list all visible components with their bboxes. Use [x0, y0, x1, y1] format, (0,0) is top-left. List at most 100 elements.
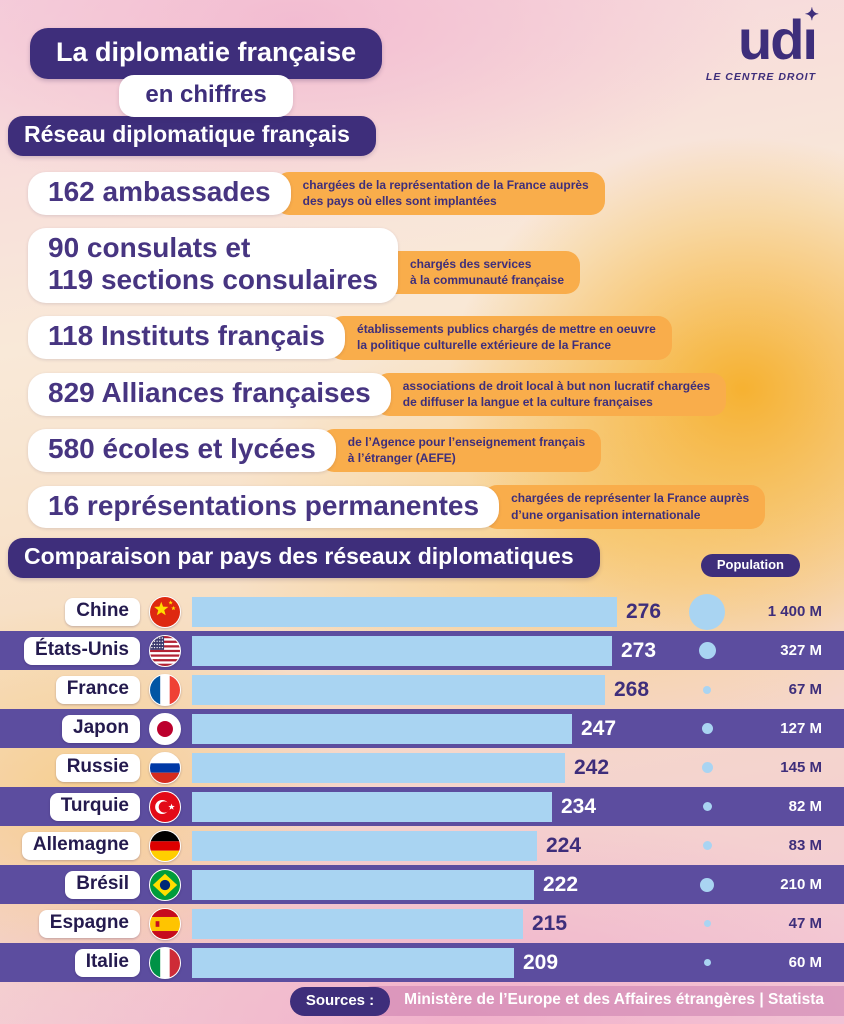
country-label-col: Italie [0, 948, 140, 977]
bar-track: 209 [192, 947, 617, 978]
stat-row: 16 représentations permanentes chargées d… [28, 485, 766, 529]
stat-text: 162 ambassades [48, 176, 271, 208]
sources-label: Sources : [289, 986, 391, 1016]
flag-de-icon [149, 829, 181, 862]
population-bubble [703, 920, 711, 927]
chart-row: Allemagne 224 83 M [0, 826, 844, 865]
country-label-col: Chine [0, 597, 140, 626]
comparison-section-title: Comparaison par pays des réseaux diploma… [8, 538, 600, 578]
stat-description-pill: chargées de représenter la France auprès… [483, 485, 766, 529]
population-bubble-col [662, 802, 752, 811]
stat-description-text: établissements publics chargés de mettre… [357, 322, 656, 337]
flag-es-icon [149, 907, 181, 940]
population-bubble [702, 841, 712, 850]
stat-description-text: d’une organisation internationale [511, 507, 701, 522]
country-pill: Chine [65, 597, 140, 626]
stat-text: 119 sections consulaires [48, 264, 378, 296]
population-bubble [701, 762, 713, 773]
country-label-col: Espagne [0, 909, 140, 938]
chart-row: Russie 242 145 M [0, 748, 844, 787]
udi-logo-text: udı ✦ [738, 6, 819, 68]
stat-value-pill: 90 consulats et 119 sections consulaires [28, 228, 398, 304]
flag-it-icon [149, 946, 181, 979]
population-bubble-col [662, 685, 752, 694]
country-pill: Japon [62, 714, 140, 743]
stat-description-text: chargées de la représentation de la Fran… [302, 178, 589, 192]
population-bubble-col [662, 920, 752, 927]
bar-value: 234 [561, 794, 597, 818]
population-label: 83 M [788, 837, 822, 854]
population-label: 82 M [788, 798, 822, 815]
chart-row: Japon 247 127 M [0, 709, 844, 748]
bar [192, 674, 605, 705]
country-label-col: Allemagne [0, 831, 140, 860]
country-pill: Russie [55, 753, 140, 782]
population-label: 145 M [780, 759, 822, 776]
population-label: 47 M [788, 915, 822, 932]
stat-value-pill: 162 ambassades [28, 172, 291, 216]
population-label: 210 M [780, 876, 822, 893]
bar-value: 268 [614, 677, 650, 701]
bar-track: 247 [192, 713, 617, 744]
bar-track: 215 [192, 908, 617, 939]
bar [192, 791, 552, 822]
country-pill: États-Unis [24, 636, 140, 665]
country-label-col: Brésil [0, 870, 140, 899]
population-bubble [703, 685, 711, 694]
bar-track: 242 [192, 752, 617, 783]
udi-logo-letters: udı [738, 8, 818, 71]
bar-value: 247 [581, 716, 617, 740]
chart-row: Turquie 234 82 M [0, 787, 844, 826]
stat-text: 90 consulats et [48, 232, 251, 264]
bar [192, 908, 523, 939]
population-label: 127 M [780, 720, 822, 737]
stat-text: 580 écoles et lycées [48, 433, 316, 465]
chart-row: Chine 276 1 400 M [0, 592, 844, 631]
stat-text: 829 Alliances françaises [48, 376, 371, 408]
stat-description-text: associations de droit local à but non lu… [402, 378, 711, 393]
population-bubble [702, 802, 712, 811]
population-bubble [689, 593, 725, 630]
flag-cn-icon [149, 595, 181, 628]
bar-value: 276 [626, 599, 662, 623]
chart-row: Italie 209 60 M [0, 943, 844, 982]
stat-description-text: chargées de représenter la France auprès [511, 491, 750, 506]
star-icon: ✦ [804, 5, 819, 24]
stats-list: 162 ambassades chargées de la représentat… [28, 172, 844, 529]
chart-row: France 268 67 M [0, 670, 844, 709]
population-bubble-col [662, 877, 752, 892]
country-pill: Turquie [49, 792, 140, 821]
population-bubble [703, 959, 711, 966]
stat-description-text: de l’Agence pour l’enseignement français [347, 434, 586, 449]
country-label-col: États-Unis [0, 636, 140, 665]
population-label: 327 M [780, 642, 822, 659]
bar-track: 276 [192, 596, 661, 627]
population-bubble-col [662, 642, 752, 659]
bar [192, 947, 514, 978]
stat-row: 90 consulats et 119 sections consulaires c… [28, 228, 581, 304]
bar-track: 268 [192, 674, 649, 705]
bar-value: 224 [546, 833, 582, 857]
population-bubble-col [662, 762, 752, 773]
stat-value-pill: 118 Instituts français [28, 316, 346, 360]
stat-description-pill: associations de droit local à but non lu… [374, 372, 727, 416]
stat-description-text: des pays où elles sont implantées [302, 194, 497, 209]
bar [192, 713, 572, 744]
stat-description-pill: établissements publics chargés de mettre… [329, 316, 672, 360]
population-label: 60 M [788, 954, 822, 971]
udi-logo: udı ✦ LE CENTRE DROIT [705, 6, 819, 83]
stat-row: 162 ambassades chargées de la représentat… [28, 172, 605, 216]
bar-track: 224 [192, 830, 617, 861]
flag-fr-icon [149, 673, 181, 706]
flag-ru-icon [149, 751, 181, 784]
stat-description-pill: chargés des services à la communauté fran… [381, 250, 581, 295]
country-pill: Brésil [65, 870, 140, 899]
flag-tr-icon [149, 790, 181, 823]
network-section: Réseau diplomatique français 162 ambassa… [0, 116, 844, 542]
bar-track: 273 [192, 635, 656, 666]
udi-logo-tagline: LE CENTRE DROIT [705, 71, 816, 83]
sources-text: Ministère de l’Europe et des Affaires ét… [358, 986, 844, 1016]
page-title: La diplomatie française en chiffres [30, 28, 383, 117]
network-section-title: Réseau diplomatique français [8, 116, 376, 156]
stat-row: 118 Instituts français établissements pub… [28, 316, 672, 360]
